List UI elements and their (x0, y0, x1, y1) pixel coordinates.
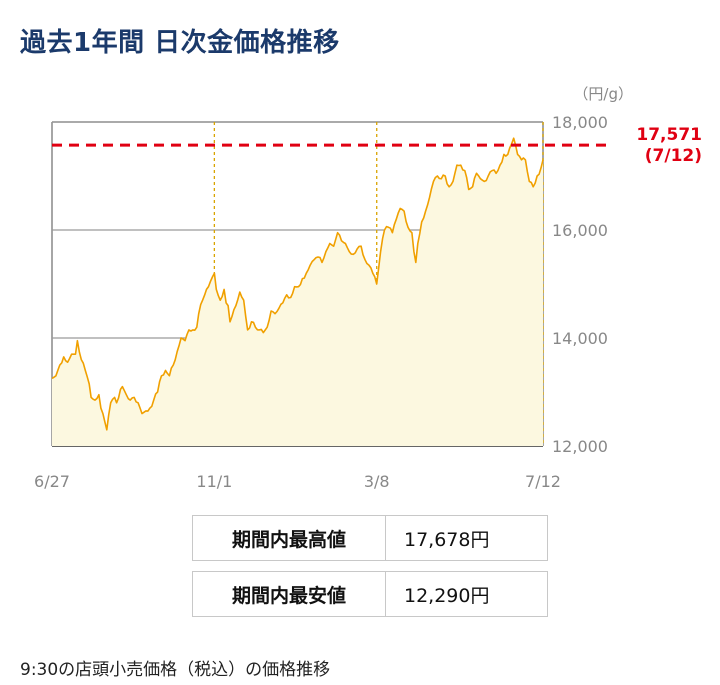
price-area-fill (52, 138, 543, 446)
low-value: 12,290円 (385, 571, 548, 617)
y-tick-label: 16,000 (552, 221, 608, 240)
y-tick-label: 12,000 (552, 437, 608, 456)
current-price-date: (7/12) (645, 146, 702, 166)
page-title: 過去1年間 日次金価格推移 (20, 28, 340, 58)
x-tick-label: 6/27 (34, 472, 70, 491)
y-tick-label: 14,000 (552, 329, 608, 348)
x-tick-label: 11/1 (196, 472, 232, 491)
high-label: 期間内最高値 (192, 515, 386, 561)
price-line (51, 137, 544, 431)
y-tick-label: 18,000 (552, 113, 608, 132)
x-tick-label: 3/8 (364, 472, 390, 491)
x-tick-label: 7/12 (525, 472, 561, 491)
stats-low-table: 期間内最安値 12,290円 (192, 571, 548, 617)
current-price-value: 17,571 (636, 125, 702, 145)
y-unit-label: （円/g） (573, 85, 633, 103)
price-chart: 17,571(7/12) 12,000 14,000 16,000 18,000 （円/… (34, 85, 702, 491)
high-value: 17,678円 (385, 515, 548, 561)
stats-high-table: 期間内最高値 17,678円 (192, 515, 548, 561)
footnote: 9:30の店頭小売価格（税込）の価格推移 (20, 660, 331, 680)
low-label: 期間内最安値 (192, 571, 386, 617)
